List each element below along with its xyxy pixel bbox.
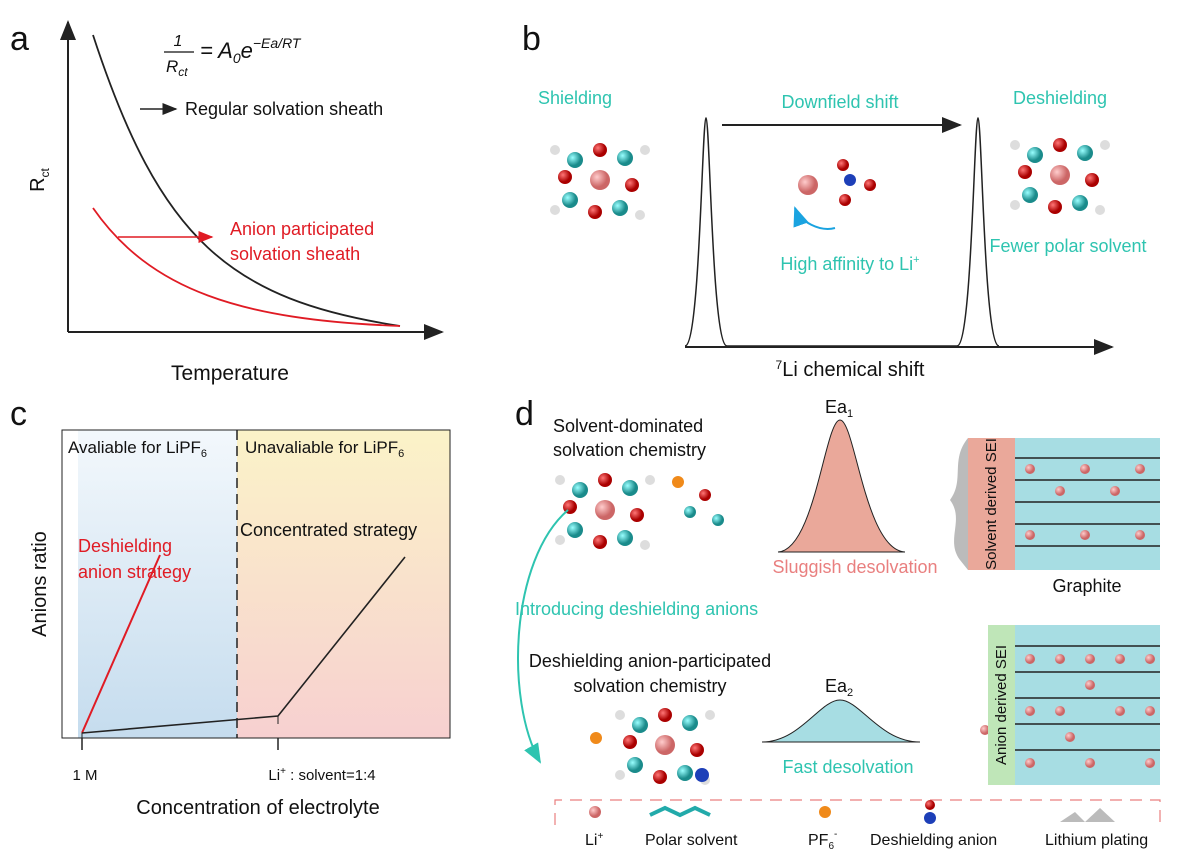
spectrum: [685, 118, 999, 346]
annotation: Fast desolvation: [782, 757, 913, 777]
legend-label: Li+: [585, 831, 603, 849]
annotation: anion strategy: [78, 562, 191, 582]
annotation: Concentrated strategy: [240, 520, 417, 540]
molecule: [1010, 138, 1110, 215]
denominator: Rct: [166, 57, 188, 79]
subscript: 6: [398, 448, 404, 460]
panel-c: c Avaliable for LiPF6 Unavaliable for Li…: [10, 395, 450, 819]
annotation: Solvent-dominated: [553, 416, 703, 436]
annotation: Shielding: [538, 88, 612, 108]
subscript: 6: [828, 841, 834, 852]
region-title: Unavaliable for LiPF6: [245, 438, 404, 460]
panel-label: c: [10, 395, 27, 433]
annotation: Ea2: [825, 676, 853, 699]
subscript: 1: [847, 408, 853, 420]
region: [78, 430, 237, 738]
text: : solvent=1:4: [286, 767, 376, 784]
panel-a: a Regular solvation sheath Anion partici…: [10, 20, 442, 385]
annotation: Introducing deshielding anions: [515, 599, 758, 619]
molecule: [550, 143, 650, 220]
subscript: ct: [38, 167, 52, 177]
text: R: [27, 177, 49, 191]
y-axis-label: Rct: [27, 167, 52, 191]
annotation: Graphite: [1052, 576, 1121, 596]
text: Li chemical shift: [782, 359, 925, 381]
text: R: [166, 57, 178, 76]
annotation: Downfield shift: [781, 92, 898, 112]
subscript: ct: [178, 65, 188, 79]
x-axis-label: Concentration of electrolyte: [136, 797, 379, 819]
annotation: solvation chemistry: [573, 676, 726, 696]
energy-barrier: [778, 420, 905, 552]
text: Li: [585, 832, 597, 849]
text: Ea: [825, 676, 848, 696]
annotation: Sluggish desolvation: [772, 557, 937, 577]
curve-label: solvation sheath: [230, 244, 360, 264]
text: PF: [808, 832, 829, 849]
molecule: [555, 473, 655, 550]
x-tick-label: Li+ : solvent=1:4: [268, 766, 375, 784]
text: = A: [200, 38, 233, 63]
panel-label: d: [515, 395, 534, 433]
annotation: Deshielding: [1013, 88, 1107, 108]
panel-label: b: [522, 20, 541, 58]
legend-label: PF6-: [808, 829, 837, 852]
legend-label: Deshielding anion: [870, 832, 997, 849]
y-axis-label: Anions ratio: [29, 531, 51, 637]
text: Li: [268, 767, 280, 784]
text: Ea: [825, 397, 848, 417]
energy-barrier: [762, 700, 920, 742]
superscript: +: [597, 831, 603, 842]
x-axis-label: 7Li chemical shift: [776, 358, 925, 381]
curve-label: Anion participated: [230, 219, 374, 239]
subscript: 2: [847, 687, 853, 699]
legend-label: Lithium plating: [1045, 832, 1148, 849]
text: High affinity to Li: [780, 254, 913, 274]
annotation: Fewer polar solvent: [989, 236, 1146, 256]
regular-curve: [93, 35, 400, 326]
formula: 1 Rct = A0e−Ea/RT: [164, 33, 302, 79]
sei-label: Anion derived SEI: [993, 645, 1010, 765]
panel-b: b Downfield shift Shielding Deshielding …: [522, 20, 1147, 381]
panel-label: a: [10, 20, 29, 58]
x-axis-label: Temperature: [171, 362, 289, 385]
subscript: 0: [233, 50, 241, 66]
text: Avaliable for LiPF: [68, 438, 201, 457]
annotation: Deshielding anion-participated: [529, 651, 771, 671]
annotation: solvation chemistry: [553, 440, 706, 460]
arrow: [795, 208, 835, 229]
figure: a Regular solvation sheath Anion partici…: [0, 0, 1184, 854]
sei-label: Solvent derived SEI: [983, 438, 1000, 570]
text: e: [241, 38, 253, 63]
region: [237, 430, 450, 738]
region-title: Avaliable for LiPF6: [68, 438, 207, 460]
superscript: -: [834, 829, 837, 840]
curve-label: Regular solvation sheath: [185, 99, 383, 119]
exponent: −Ea/RT: [253, 35, 302, 51]
text: Unavaliable for LiPF: [245, 438, 398, 457]
arrow: [518, 510, 568, 762]
lithium-plating: [950, 438, 968, 570]
superscript: +: [913, 254, 919, 266]
numerator: 1: [174, 33, 183, 50]
annotation: Ea1: [825, 397, 853, 420]
annotation: Deshielding: [78, 536, 172, 556]
li-ion: [798, 175, 818, 195]
x-tick-label: 1 M: [72, 767, 97, 784]
panel-d: d Solvent-dominated solvation chemistry …: [515, 395, 1160, 852]
rhs: = A0e−Ea/RT: [200, 35, 302, 66]
legend-label: Polar solvent: [645, 832, 738, 849]
annotation: High affinity to Li+: [780, 254, 919, 274]
subscript: 6: [201, 448, 207, 460]
